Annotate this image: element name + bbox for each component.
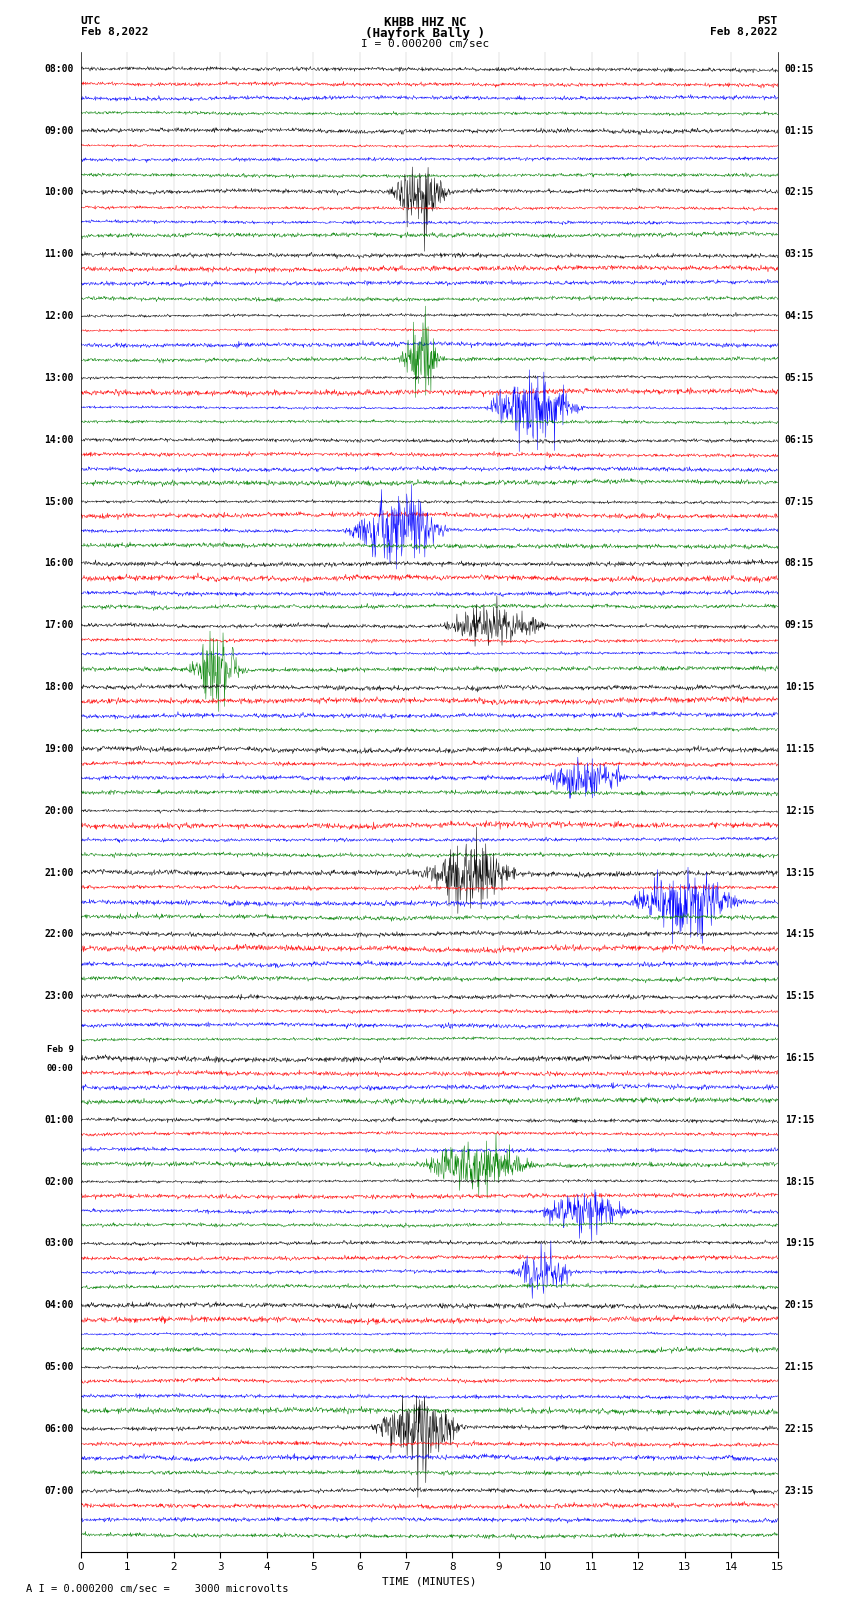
Text: 19:15: 19:15: [785, 1239, 814, 1248]
X-axis label: TIME (MINUTES): TIME (MINUTES): [382, 1576, 477, 1586]
Text: 01:15: 01:15: [785, 126, 814, 135]
Text: 07:00: 07:00: [44, 1486, 74, 1495]
Text: 21:15: 21:15: [785, 1361, 814, 1373]
Text: 04:15: 04:15: [785, 311, 814, 321]
Text: 13:00: 13:00: [44, 373, 74, 382]
Text: 18:15: 18:15: [785, 1176, 814, 1187]
Text: Feb 9: Feb 9: [47, 1045, 74, 1053]
Text: 07:15: 07:15: [785, 497, 814, 506]
Text: 05:00: 05:00: [44, 1361, 74, 1373]
Text: 20:00: 20:00: [44, 805, 74, 816]
Text: 09:00: 09:00: [44, 126, 74, 135]
Text: 10:00: 10:00: [44, 187, 74, 197]
Text: 00:15: 00:15: [785, 65, 814, 74]
Text: 19:00: 19:00: [44, 744, 74, 753]
Text: 06:15: 06:15: [785, 436, 814, 445]
Text: 09:15: 09:15: [785, 621, 814, 631]
Text: 14:00: 14:00: [44, 436, 74, 445]
Text: 01:00: 01:00: [44, 1115, 74, 1124]
Text: 05:15: 05:15: [785, 373, 814, 382]
Text: 23:00: 23:00: [44, 990, 74, 1002]
Text: 22:00: 22:00: [44, 929, 74, 939]
Text: 16:15: 16:15: [785, 1053, 814, 1063]
Text: 23:15: 23:15: [785, 1486, 814, 1495]
Text: 04:00: 04:00: [44, 1300, 74, 1310]
Text: 12:00: 12:00: [44, 311, 74, 321]
Text: KHBB HHZ NC: KHBB HHZ NC: [383, 16, 467, 29]
Text: 06:00: 06:00: [44, 1424, 74, 1434]
Text: UTC: UTC: [81, 16, 101, 26]
Text: 11:00: 11:00: [44, 250, 74, 260]
Text: 11:15: 11:15: [785, 744, 814, 753]
Text: 18:00: 18:00: [44, 682, 74, 692]
Text: 03:15: 03:15: [785, 250, 814, 260]
Text: 00:00: 00:00: [47, 1053, 74, 1073]
Text: 20:15: 20:15: [785, 1300, 814, 1310]
Text: 10:15: 10:15: [785, 682, 814, 692]
Text: 03:00: 03:00: [44, 1239, 74, 1248]
Text: 08:00: 08:00: [44, 65, 74, 74]
Text: 15:15: 15:15: [785, 990, 814, 1002]
Text: 22:15: 22:15: [785, 1424, 814, 1434]
Text: 13:15: 13:15: [785, 868, 814, 877]
Text: 02:00: 02:00: [44, 1176, 74, 1187]
Text: 08:15: 08:15: [785, 558, 814, 568]
Text: PST: PST: [757, 16, 778, 26]
Text: Feb 8,2022: Feb 8,2022: [711, 27, 778, 37]
Text: 16:00: 16:00: [44, 558, 74, 568]
Text: (Hayfork Bally ): (Hayfork Bally ): [365, 27, 485, 40]
Text: 14:15: 14:15: [785, 929, 814, 939]
Text: 17:15: 17:15: [785, 1115, 814, 1124]
Text: A I = 0.000200 cm/sec =    3000 microvolts: A I = 0.000200 cm/sec = 3000 microvolts: [26, 1584, 288, 1594]
Text: 21:00: 21:00: [44, 868, 74, 877]
Text: Feb 8,2022: Feb 8,2022: [81, 27, 148, 37]
Text: I = 0.000200 cm/sec: I = 0.000200 cm/sec: [361, 39, 489, 48]
Text: 15:00: 15:00: [44, 497, 74, 506]
Text: 17:00: 17:00: [44, 621, 74, 631]
Text: 02:15: 02:15: [785, 187, 814, 197]
Text: 12:15: 12:15: [785, 805, 814, 816]
